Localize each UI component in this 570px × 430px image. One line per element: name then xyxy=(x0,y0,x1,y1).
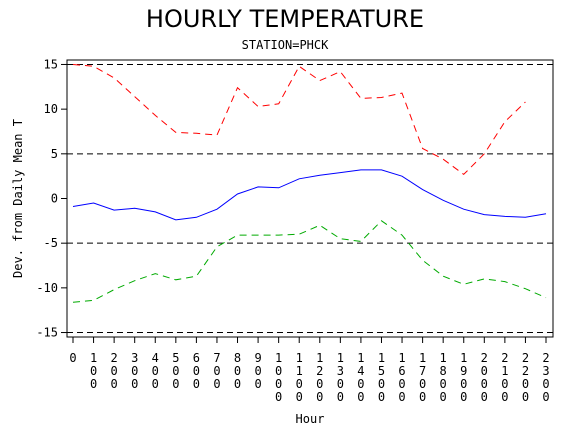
y-tick-label: 15 xyxy=(44,57,58,71)
chart-title: HOURLY TEMPERATURE xyxy=(145,5,425,33)
y-axis-label: Dev. from Daily Mean T xyxy=(11,119,25,278)
y-tick-label: 0 xyxy=(51,192,58,206)
plot-axes xyxy=(66,59,554,338)
series-line xyxy=(72,220,547,303)
plot-frame xyxy=(66,59,554,338)
reference-lines xyxy=(67,63,553,334)
x-axis-ticks: 0 1 0 0 2 0 0 3 0 0 4 0 0 5 0 0 6 0 0 7 0 0 8 0 0 9 0 0 1 0 0 0 1 1 0 0 1 2 0 0… xyxy=(69,337,550,404)
y-tick-label: -5 xyxy=(44,236,58,250)
y-tick-label: 5 xyxy=(51,147,58,161)
x-axis-label: Hour xyxy=(296,412,325,426)
y-tick-label: -15 xyxy=(36,326,58,340)
x-tick-label: 0 xyxy=(69,351,76,365)
y-axis-ticks: -15 -10 -5 0 5 10 15 xyxy=(36,57,67,340)
y-tick-label: -10 xyxy=(36,281,58,295)
series-lines xyxy=(72,64,547,303)
series-line xyxy=(72,169,547,221)
y-tick-label: 10 xyxy=(44,102,58,116)
chart-subtitle: STATION=PHCK xyxy=(241,38,329,52)
series-line xyxy=(72,64,526,176)
